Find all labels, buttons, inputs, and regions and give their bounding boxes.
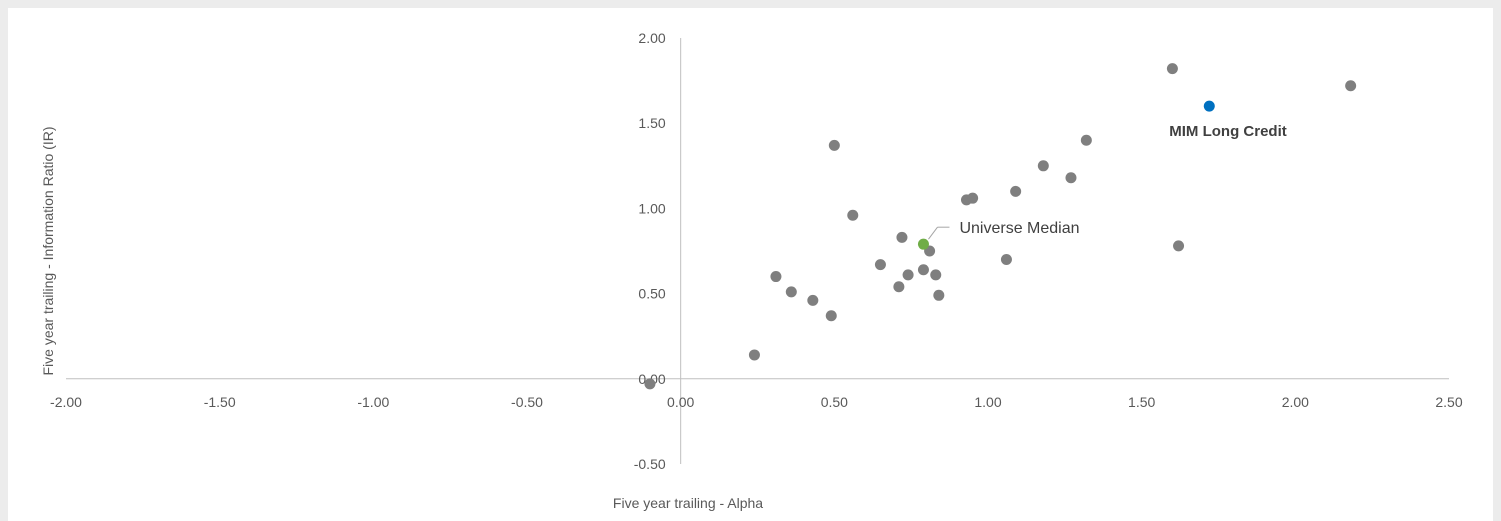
y-axis-title: Five year trailing - Information Ratio (… [40, 127, 56, 376]
universe-point [1345, 80, 1357, 92]
median-leader-line [928, 226, 938, 240]
x-tick-label: 1.00 [974, 394, 1001, 410]
universe-point [825, 310, 837, 322]
highlight-point [1203, 100, 1215, 112]
universe-point [933, 289, 945, 301]
universe-point [748, 349, 760, 361]
x-tick-label: 2.50 [1435, 394, 1462, 410]
x-tick-label: 1.50 [1128, 394, 1155, 410]
universe-point [1173, 240, 1185, 252]
x-axis-title: Five year trailing - Alpha [613, 495, 763, 511]
universe-point [1000, 254, 1012, 266]
universe-point [893, 281, 905, 293]
median-point [917, 238, 929, 250]
universe-point [967, 192, 979, 204]
x-tick-label: 2.00 [1282, 394, 1309, 410]
x-tick-label: -1.50 [204, 394, 236, 410]
universe-point [644, 378, 656, 390]
universe-point [896, 231, 908, 243]
universe-point [770, 271, 782, 283]
universe-point [917, 264, 929, 276]
x-tick-label: -2.00 [50, 394, 82, 410]
scatter-chart: -2.00 -1.50 -1.00 -0.50 0.00 0.50 1.00 1.50 2.00… [40, 30, 1463, 511]
universe-point [807, 294, 819, 306]
universe-point [1166, 63, 1178, 75]
universe-point [930, 269, 942, 281]
median-label: Universe Median [959, 220, 1079, 237]
data-points [644, 63, 1357, 390]
universe-point [847, 209, 859, 221]
y-tick-label: 1.50 [638, 115, 665, 131]
highlight-label: MIM Long Credit [1169, 123, 1286, 140]
universe-point [1010, 185, 1022, 197]
universe-point [1037, 160, 1049, 172]
x-tick-label: -1.00 [357, 394, 389, 410]
y-tick-label: -0.50 [634, 456, 666, 472]
annotations: Universe Median MIM Long Credit [928, 123, 1287, 240]
universe-point [902, 269, 914, 281]
universe-point [785, 286, 797, 298]
universe-point [828, 139, 840, 151]
y-tick-label: 2.00 [638, 30, 665, 46]
axes [66, 38, 1449, 464]
x-tick-label: 0.50 [821, 394, 848, 410]
y-tick-label: 1.00 [638, 200, 665, 216]
universe-point [1065, 172, 1077, 184]
x-tick-label: -0.50 [511, 394, 543, 410]
y-tick-labels: 2.001.501.000.500.00-0.50 [634, 30, 666, 472]
universe-point [874, 259, 886, 271]
x-tick-label: 0.00 [667, 394, 694, 410]
y-tick-label: 0.50 [638, 286, 665, 302]
chart-area: -2.00 -1.50 -1.00 -0.50 0.00 0.50 1.00 1.50 2.00… [8, 8, 1493, 521]
x-tick-labels: -2.00 -1.50 -1.00 -0.50 0.00 0.50 1.00 1.50 2.00… [50, 394, 1463, 410]
universe-point [1080, 134, 1092, 146]
